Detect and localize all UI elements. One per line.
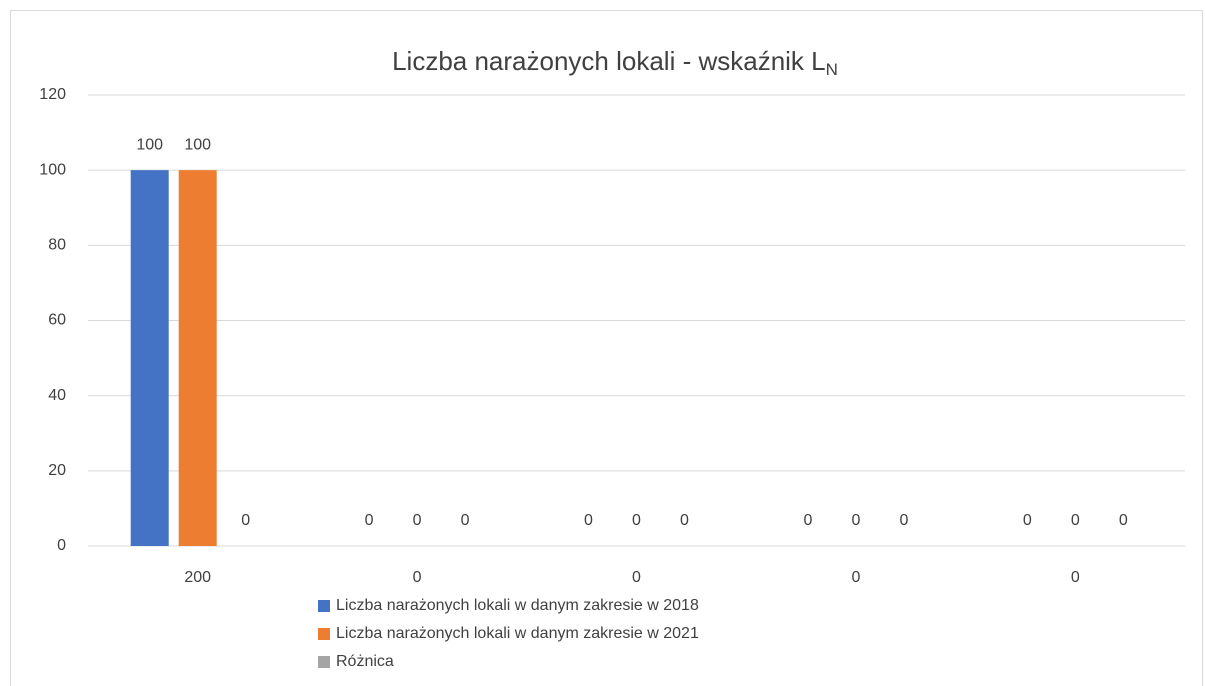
y-tick-label: 100 (39, 161, 66, 178)
legend-label: Liczba narażonych lokali w danym zakresi… (336, 597, 699, 614)
legend-swatch (318, 628, 330, 640)
data-label: 0 (680, 512, 689, 529)
x-tick-label: 0 (851, 569, 860, 586)
legend-swatch (318, 656, 330, 668)
data-label: 0 (584, 512, 593, 529)
x-tick-label: 0 (413, 569, 422, 586)
bar (178, 170, 217, 546)
x-tick-label: 200 (184, 569, 211, 586)
data-label: 0 (632, 512, 641, 529)
data-label: 0 (365, 512, 374, 529)
data-label: 0 (851, 512, 860, 529)
title-main: Liczba narażonych lokali - wskaźnik L (392, 46, 826, 76)
x-tick-label: 0 (1071, 569, 1080, 586)
y-tick-label: 20 (48, 462, 66, 479)
legend-swatch (318, 600, 330, 612)
data-label: 0 (461, 512, 470, 529)
y-tick-label: 40 (48, 387, 66, 404)
chart-title: Liczba narażonych lokali - wskaźnik LN (392, 46, 838, 80)
data-label: 100 (184, 136, 211, 153)
x-tick-label: 0 (632, 569, 641, 586)
data-label: 0 (241, 512, 250, 529)
data-label: 0 (803, 512, 812, 529)
data-label: 0 (1119, 512, 1128, 529)
data-label: 0 (1071, 512, 1080, 529)
title-subscript: N (826, 60, 838, 79)
legend-label: Różnica (336, 653, 394, 670)
data-label: 100 (136, 136, 163, 153)
y-tick-label: 80 (48, 237, 66, 254)
data-label: 0 (899, 512, 908, 529)
bar (130, 170, 169, 546)
y-tick-label: 0 (57, 537, 66, 554)
data-label: 0 (1023, 512, 1032, 529)
legend-label: Liczba narażonych lokali w danym zakresi… (336, 625, 699, 642)
y-tick-label: 60 (48, 312, 66, 329)
y-tick-label: 120 (39, 86, 66, 103)
data-label: 0 (413, 512, 422, 529)
